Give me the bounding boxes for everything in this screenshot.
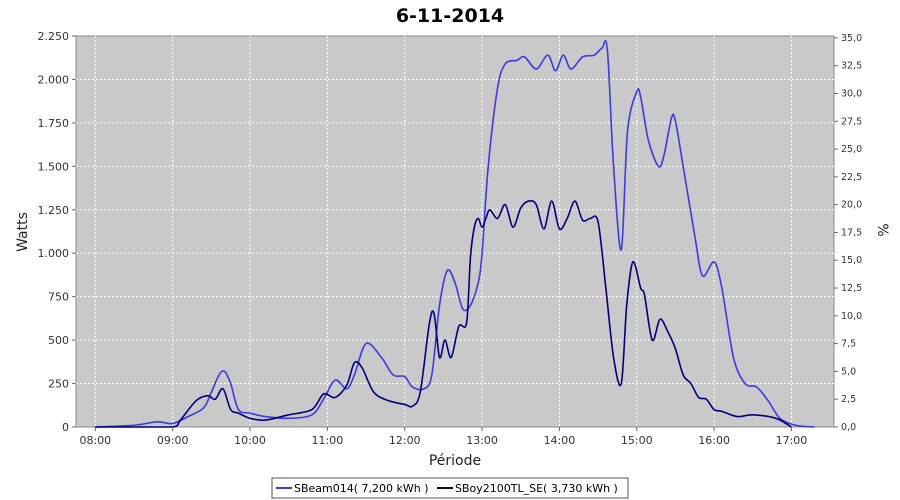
y-tick-label: 0 — [62, 421, 69, 434]
y-right-tick-label: 15,0 — [841, 255, 862, 266]
y-right-tick-label: 22,5 — [841, 172, 862, 183]
grid-lines — [76, 36, 834, 427]
x-axis-title: Période — [429, 453, 481, 469]
y-axis-title: Watts — [15, 212, 31, 252]
y-tick-label: 2.250 — [38, 30, 70, 43]
y-tick-label: 1.250 — [38, 204, 70, 217]
y-right-tick-label: 27,5 — [841, 116, 862, 127]
legend: SBeam014( 7,200 kWh ) SBoy2100TL_SE( 3,7… — [271, 477, 629, 499]
y-right-tick-label: 5,0 — [841, 366, 856, 377]
y-tick-label: 500 — [48, 334, 69, 347]
y-axis-right-title: % — [874, 223, 890, 236]
series-line-1 — [95, 199, 792, 428]
x-tick-label: 08:00 — [79, 434, 111, 447]
legend-label-sbeam: SBeam014( 7,200 kWh ) — [294, 482, 429, 495]
y-right-tick-label: 25,0 — [841, 144, 862, 155]
plot-area — [75, 35, 835, 428]
y-right-tick-label: 12,5 — [841, 283, 862, 294]
y-tick-label: 2.000 — [38, 73, 70, 86]
series-line-0 — [95, 40, 815, 428]
y-right-tick-label: 10,0 — [841, 311, 862, 322]
y-tick-label: 1.750 — [38, 117, 70, 130]
x-tick-label: 13:00 — [466, 434, 498, 447]
y-right-tick-label: 20,0 — [841, 200, 862, 211]
legend-label-sboy: SBoy2100TL_SE( 3,730 kWh ) — [455, 482, 618, 495]
y-right-tick-label: 2,5 — [841, 394, 856, 405]
y-axis-left: 0 250 500 750 1.000 1.250 1.500 1.750 2.000 2.250 — [38, 30, 76, 434]
x-tick-label: 16:00 — [698, 434, 730, 447]
y-tick-label: 1.000 — [38, 247, 70, 260]
x-tick-label: 14:00 — [544, 434, 576, 447]
series-layer — [95, 40, 815, 428]
x-tick-label: 17:00 — [776, 434, 808, 447]
y-right-tick-label: 30,0 — [841, 88, 862, 99]
y-right-tick-label: 7,5 — [841, 339, 856, 350]
y-right-tick-label: 0,0 — [841, 422, 856, 433]
y-tick-label: 1.500 — [38, 160, 70, 173]
x-axis: 08:00 09:00 10:00 11:00 12:00 13:00 14:00 15:00… — [79, 427, 807, 447]
x-tick-label: 11:00 — [312, 434, 344, 447]
chart-title: 6-11-2014 — [396, 5, 504, 27]
y-axis-right: 0,0 2,5 5,0 7,5 10,0 12,5 15,0 17,5 20,0 22,5 25,0… — [834, 33, 862, 433]
x-tick-label: 09:00 — [157, 434, 189, 447]
x-tick-label: 15:00 — [621, 434, 653, 447]
y-right-tick-label: 35,0 — [841, 33, 862, 44]
y-tick-label: 250 — [48, 378, 69, 391]
y-tick-label: 750 — [48, 291, 69, 304]
y-right-tick-label: 17,5 — [841, 227, 862, 238]
x-tick-label: 12:00 — [389, 434, 421, 447]
x-tick-label: 10:00 — [234, 434, 266, 447]
y-right-tick-label: 32,5 — [841, 61, 862, 72]
